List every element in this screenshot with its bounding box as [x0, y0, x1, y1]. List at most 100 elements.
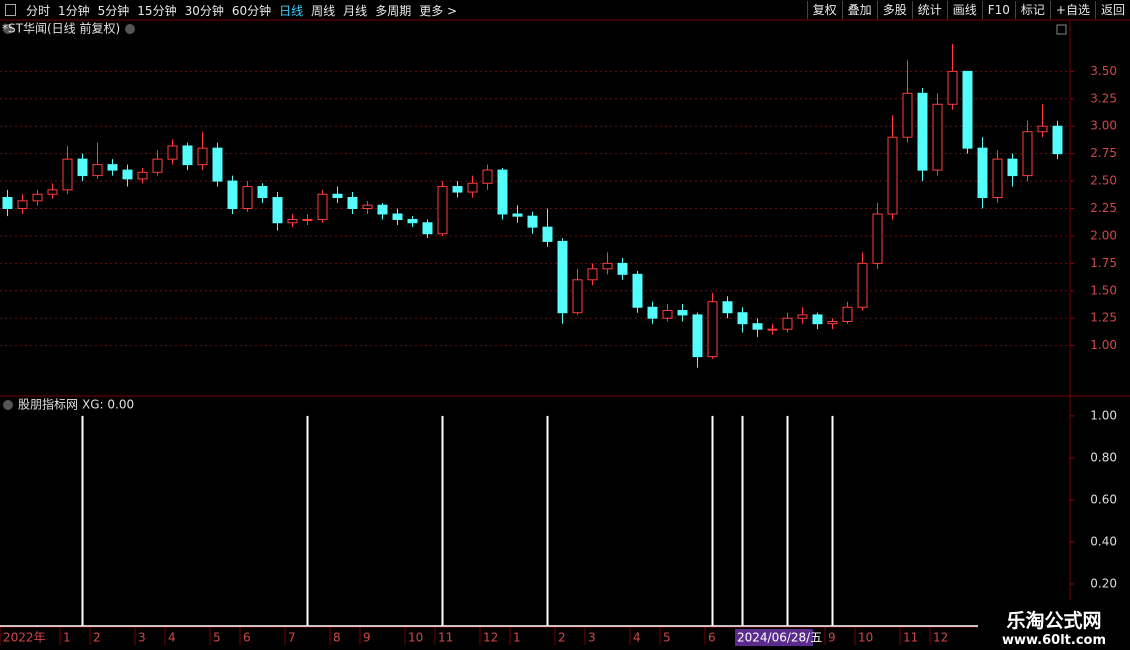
- y-tick-label: 1.25: [1090, 311, 1117, 325]
- y-tick-label: 3.00: [1090, 119, 1117, 133]
- watermark: 乐淘公式网 www.60lt.com: [978, 600, 1130, 650]
- toolbar-button[interactable]: 复权: [806, 1, 842, 19]
- period-tab[interactable]: 30分钟: [184, 3, 224, 18]
- x-tick-label: 12: [933, 631, 948, 645]
- candle-body: [737, 312, 748, 325]
- x-tick-label: 3: [588, 631, 596, 645]
- candle-body: [227, 180, 238, 210]
- toolbar-button[interactable]: F10: [981, 1, 1015, 19]
- y-tick-label: 1.00: [1090, 338, 1117, 352]
- x-tick-label: 11: [903, 631, 918, 645]
- bar: [306, 415, 309, 626]
- candle-body: [617, 262, 628, 275]
- candle-body: [677, 310, 688, 316]
- bar: [711, 415, 714, 626]
- candle-body: [857, 262, 868, 308]
- panel-icon: [125, 24, 135, 34]
- y-tick-label: 3.25: [1090, 91, 1117, 105]
- candle-body: [347, 197, 358, 210]
- bar: [786, 415, 789, 626]
- y-tick-label: 1.50: [1090, 283, 1117, 297]
- x-tick-label: 2: [558, 631, 566, 645]
- candle-body: [797, 314, 808, 319]
- candle-body: [137, 171, 148, 180]
- candle-body: [47, 189, 58, 195]
- panel-title: 股朋指标网: [18, 397, 78, 412]
- y-tick-label: 0.80: [1090, 450, 1117, 464]
- candle-body: [167, 145, 178, 160]
- y-tick-label: 3.50: [1090, 64, 1117, 78]
- y-tick-label: 0.60: [1090, 492, 1117, 506]
- candle-body: [1052, 125, 1063, 155]
- candle-body: [437, 186, 448, 235]
- bar: [441, 415, 444, 626]
- x-tick-label: 6: [243, 631, 251, 645]
- period-tab[interactable]: 60分钟: [231, 3, 272, 18]
- period-tab[interactable]: 1分钟: [58, 3, 90, 18]
- x-tick-label: 8: [333, 631, 341, 645]
- period-tab[interactable]: 周线: [311, 3, 336, 18]
- candle-body: [662, 310, 673, 319]
- candle-body: [392, 213, 403, 220]
- y-tick-label: 2.00: [1090, 228, 1117, 242]
- toolbar-button[interactable]: 标记: [1014, 1, 1050, 19]
- candle-body: [842, 306, 853, 322]
- candle-body: [887, 136, 898, 215]
- candle-body: [77, 158, 88, 177]
- toolbar-button[interactable]: 画线: [946, 1, 982, 19]
- toolbar-button[interactable]: +自选: [1049, 1, 1095, 19]
- period-tab[interactable]: 月线: [343, 3, 368, 18]
- toolbar-icon: [5, 4, 16, 16]
- candle-body: [32, 193, 43, 202]
- candle-body: [152, 158, 163, 173]
- y-tick-label: 2.75: [1090, 146, 1117, 160]
- bar: [546, 415, 549, 626]
- period-tab[interactable]: 分时: [26, 3, 51, 18]
- candle-body: [632, 273, 643, 308]
- candle-body: [317, 193, 328, 220]
- candle-body: [242, 186, 253, 209]
- toolbar-button[interactable]: 多股: [876, 1, 912, 19]
- period-tab[interactable]: 5分钟: [97, 3, 130, 18]
- period-tab[interactable]: 多周期: [375, 3, 412, 18]
- candle-body: [872, 213, 883, 264]
- candle-body: [62, 158, 73, 191]
- x-tick-label: 6: [708, 631, 716, 645]
- x-tick-label: 4: [168, 631, 176, 645]
- candle-body: [197, 147, 208, 166]
- x-tick-label: 1: [513, 631, 521, 645]
- candle-body: [122, 169, 133, 180]
- candle-body: [272, 197, 283, 224]
- y-tick-label: 1.00: [1090, 408, 1117, 422]
- x-tick-label: 1: [63, 631, 71, 645]
- x-tick-label: 5: [663, 631, 671, 645]
- candle-body: [2, 197, 13, 210]
- y-tick-label: 2.25: [1090, 201, 1117, 215]
- toolbar: 分时 1分钟 5分钟 15分钟 30分钟 60分钟 日线 周线 月线 多周期 更多 > 复权 叠加 多股…: [0, 0, 1130, 20]
- candle-body: [752, 323, 763, 330]
- toolbar-button[interactable]: 返回: [1094, 1, 1130, 19]
- candle-body: [782, 317, 793, 330]
- x-tick-label: 2: [93, 631, 101, 645]
- toolbar-left: 分时 1分钟 5分钟 15分钟 30分钟 60分钟 日线 周线 月线 多周期 更多 >: [0, 0, 461, 20]
- candle-body: [1037, 125, 1048, 133]
- x-tick-label: 3: [138, 631, 146, 645]
- toolbar-button[interactable]: 统计: [911, 1, 947, 19]
- x-tick-label: 7: [288, 631, 296, 645]
- toolbar-button[interactable]: 叠加: [841, 1, 877, 19]
- period-tab[interactable]: 日线: [279, 3, 304, 18]
- period-tab[interactable]: 15分钟: [137, 3, 177, 18]
- candle-body: [542, 226, 553, 242]
- candle-body: [812, 314, 823, 325]
- candle-body: [557, 240, 568, 314]
- period-tab[interactable]: 更多 >: [419, 3, 458, 18]
- cursor-date-box: [735, 629, 813, 646]
- candle-body: [17, 200, 28, 209]
- candle-body: [707, 301, 718, 358]
- candle-body: [377, 204, 388, 215]
- candle-body: [722, 301, 733, 314]
- panel-title: *ST华闻(日线 前复权): [2, 21, 120, 36]
- candle-body: [917, 92, 928, 171]
- x-tick-label: 9: [828, 631, 836, 645]
